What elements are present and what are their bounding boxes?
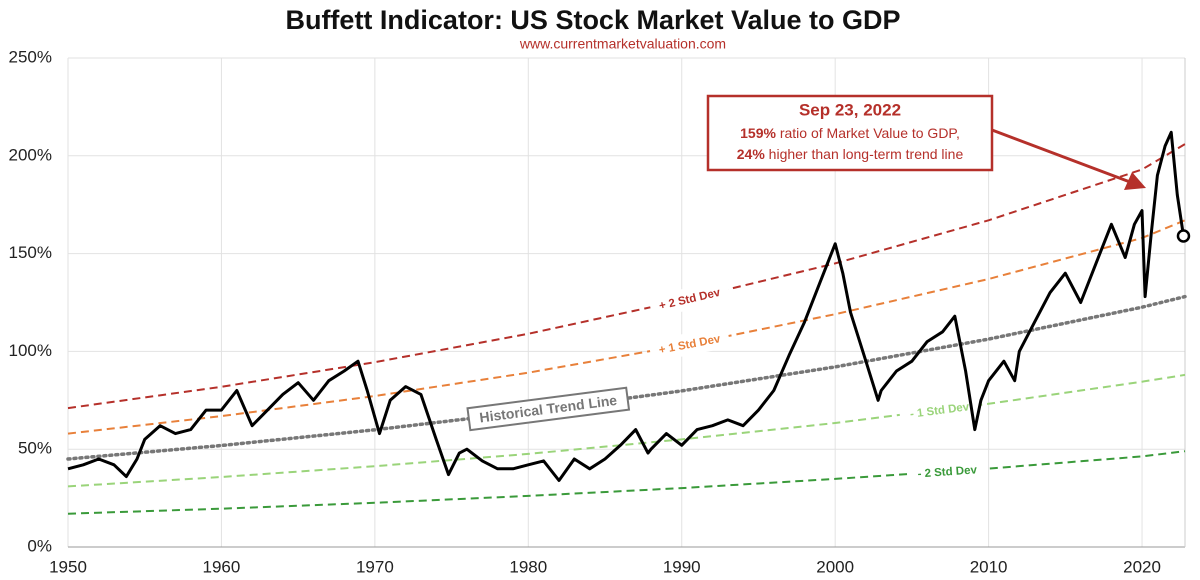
trend-line	[67, 450, 1186, 515]
annotation-bold: 24%	[737, 146, 766, 162]
chart-subtitle: www.currentmarketvaluation.com	[519, 36, 726, 52]
last-point	[1176, 229, 1191, 243]
annotation-box	[706, 94, 994, 172]
x-tick-label: 1950	[49, 557, 87, 576]
series-label: - 2 Std Dev	[906, 457, 988, 486]
x-tick-label: 1980	[509, 557, 547, 576]
y-tick-label: 200%	[9, 145, 52, 164]
x-tick-label: 1960	[203, 557, 241, 576]
chart-title: Buffett Indicator: US Stock Market Value…	[285, 5, 900, 35]
series-label: + 1 Std Dev	[648, 325, 731, 363]
x-tick-label: 1990	[663, 557, 701, 576]
y-tick-label: 250%	[9, 47, 52, 66]
x-tick-label: 2000	[816, 557, 854, 576]
label-bg	[647, 278, 731, 319]
series-label: + 2 Std Dev	[647, 278, 731, 319]
x-tick-label: 2010	[970, 557, 1008, 576]
annotation-text: 159% ratio of Market Value to GDP,	[740, 125, 960, 141]
label-bg	[906, 457, 988, 486]
legend-label: - 2 Std Dev	[917, 464, 978, 480]
x-tick-label: 2020	[1123, 557, 1161, 576]
label-bg	[898, 393, 981, 426]
trend-line	[67, 373, 1186, 488]
annotation-arrowhead	[1124, 172, 1146, 190]
data-line	[67, 130, 1185, 482]
trend-line	[67, 219, 1186, 435]
x-tick-label: 1970	[356, 557, 394, 576]
series-label: - 1 Std Dev	[898, 393, 981, 426]
y-tick-label: 50%	[18, 439, 52, 458]
y-tick-label: 0%	[27, 536, 52, 555]
annotation-body: higher than long-term trend line	[765, 146, 964, 162]
annotation-bold: 159%	[740, 125, 776, 141]
trend-line	[66, 294, 1187, 461]
label-bg	[648, 325, 731, 363]
annotation-text: 24% higher than long-term trend line	[737, 146, 964, 162]
annotation-body: ratio of Market Value to GDP,	[776, 125, 960, 141]
series-label: Historical Trend Line	[466, 386, 631, 432]
annotation-title: Sep 23, 2022	[799, 100, 901, 119]
y-tick-label: 150%	[9, 243, 52, 262]
y-tick-label: 100%	[9, 341, 52, 360]
label-bg	[466, 386, 631, 432]
annotation-arrow	[991, 128, 1131, 184]
